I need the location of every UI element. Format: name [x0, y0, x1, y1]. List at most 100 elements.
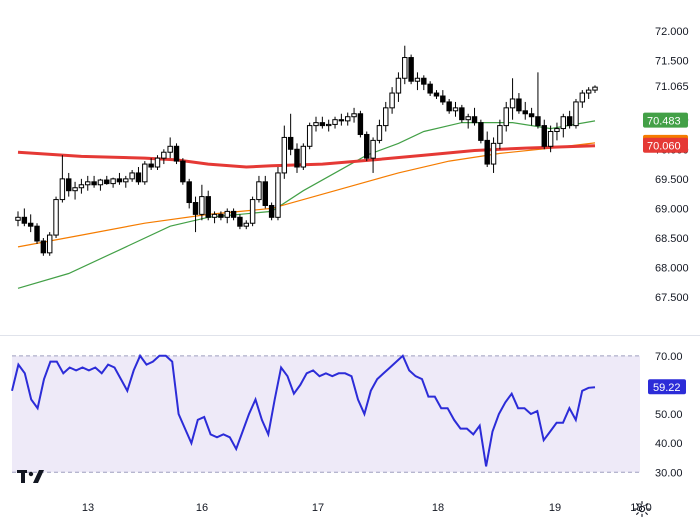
price-badge: 70.483	[643, 112, 688, 128]
price-badge-bg	[643, 112, 688, 128]
candle-body	[522, 110, 528, 115]
candle	[459, 104, 465, 123]
candle	[154, 155, 161, 170]
candle	[142, 161, 148, 185]
candle	[15, 211, 21, 227]
rsi-badge: 59.22	[648, 379, 686, 395]
candle	[116, 172, 123, 185]
price-badge: 70.060	[643, 137, 688, 153]
candle	[46, 232, 53, 256]
candle-body	[383, 107, 389, 127]
candle	[34, 223, 40, 244]
candle	[497, 119, 503, 150]
candle-body	[21, 216, 28, 224]
candle-body	[199, 196, 205, 215]
candle-body	[465, 116, 471, 121]
candle	[186, 178, 192, 209]
candle	[192, 196, 199, 233]
time-tick-label: 16	[196, 502, 208, 514]
candle	[167, 137, 173, 159]
candle-body	[325, 123, 332, 127]
time-tick-label: 19	[549, 502, 561, 514]
candle-body	[364, 133, 370, 159]
rsi-band	[12, 355, 640, 473]
rsi-tick-label: 40.00	[655, 438, 683, 450]
candle-body	[104, 179, 110, 185]
candle-body	[547, 131, 554, 147]
candle	[78, 178, 85, 194]
candle-body	[389, 92, 395, 109]
candle-body	[579, 92, 586, 103]
candle-body	[376, 125, 383, 141]
candle	[53, 196, 59, 239]
candle	[110, 177, 116, 188]
candle	[452, 101, 459, 117]
candle-body	[471, 116, 478, 124]
candle-body	[395, 77, 402, 94]
candle-body	[541, 125, 547, 147]
candle	[389, 87, 395, 114]
candle	[585, 87, 592, 99]
candle-body	[142, 163, 148, 183]
candle-body	[402, 57, 408, 79]
candle	[440, 90, 446, 105]
price-badge-bg	[643, 137, 688, 153]
candle	[484, 131, 490, 168]
candle-body	[452, 107, 459, 112]
rsi-badge-label: 59.22	[653, 382, 681, 394]
candle-body	[332, 119, 338, 125]
candle-body	[218, 213, 224, 218]
rsi-badge-bg	[648, 379, 686, 395]
overlay-line-2	[17, 142, 596, 248]
candle	[427, 81, 433, 97]
candle	[72, 181, 78, 200]
candle	[161, 149, 167, 165]
gear-icon[interactable]	[633, 500, 651, 518]
time-tick-label: 17	[312, 502, 324, 514]
candle	[85, 175, 91, 191]
price-tick-label: 69.000	[655, 203, 689, 215]
candle	[433, 90, 440, 99]
candle-body	[205, 196, 211, 218]
candle	[27, 214, 34, 233]
price-badge-label: 70.060	[647, 141, 681, 153]
candle-body	[97, 179, 104, 186]
candle	[249, 196, 256, 227]
candle	[319, 116, 326, 129]
candle	[395, 72, 402, 102]
candle-body	[446, 101, 452, 112]
candle	[294, 143, 300, 173]
candle-body	[237, 216, 243, 227]
candle	[421, 75, 427, 91]
candle-body	[427, 83, 433, 94]
candle-body	[585, 89, 592, 94]
candle	[268, 202, 275, 221]
candle	[414, 72, 421, 91]
candle	[541, 119, 547, 150]
candle-body	[566, 116, 573, 127]
candle	[364, 131, 370, 162]
candle	[313, 116, 319, 132]
rsi-tick-label: 50.00	[655, 409, 683, 421]
candle-body	[256, 181, 262, 201]
candle-body	[161, 151, 167, 159]
candle-body	[287, 136, 294, 150]
pane-separator	[0, 335, 700, 336]
candle	[40, 238, 47, 256]
candle-body	[484, 139, 490, 165]
candle	[135, 167, 142, 185]
candle-body	[180, 160, 186, 183]
candle	[97, 178, 104, 191]
candle	[224, 208, 230, 224]
candle-body	[370, 139, 376, 159]
candle	[325, 119, 332, 132]
candle	[402, 45, 408, 85]
price-tick-label: 72.000	[655, 26, 689, 38]
candle-body	[535, 116, 541, 127]
price-badge-label: 70.483	[647, 116, 681, 128]
candle	[344, 112, 351, 126]
candle-body	[338, 119, 345, 122]
candle-body	[306, 125, 313, 147]
candle-body	[116, 178, 123, 183]
